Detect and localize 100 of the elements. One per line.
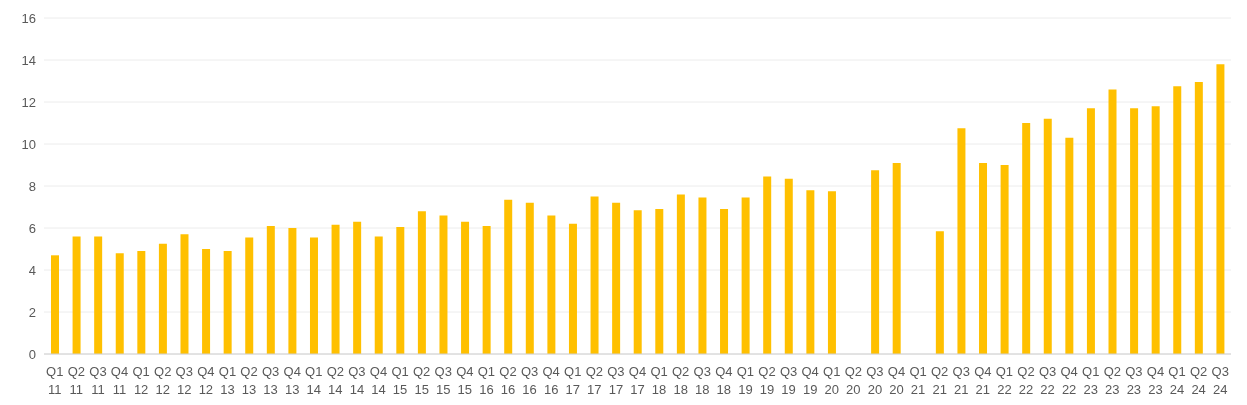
bar	[266, 225, 275, 354]
bar	[396, 226, 405, 354]
x-tick-label: Q1 18	[650, 364, 668, 397]
bar	[482, 225, 491, 354]
x-tick-label: Q2 21	[930, 364, 949, 397]
bar	[1022, 123, 1031, 354]
y-tick-label: 0	[28, 346, 36, 362]
bar	[979, 162, 988, 354]
x-tick-label: Q3 20	[866, 364, 884, 397]
y-tick-label: 8	[28, 178, 36, 194]
x-tick-label: Q1 15	[391, 364, 409, 397]
bar	[417, 211, 426, 354]
x-tick-label: Q3 22	[1038, 364, 1057, 397]
x-tick-label: Q1 20	[823, 364, 841, 397]
bar	[525, 202, 534, 354]
y-tick-label: 2	[28, 304, 36, 320]
x-tick-label: Q2 17	[585, 364, 604, 397]
bar	[202, 249, 211, 354]
bar	[806, 190, 815, 354]
bar	[1065, 137, 1074, 354]
bar	[288, 228, 297, 354]
bar	[374, 236, 383, 354]
x-tick-label: Q2 11	[67, 364, 86, 397]
bar	[698, 197, 707, 354]
bar	[1216, 64, 1225, 354]
x-tick-label: Q2 18	[671, 364, 690, 397]
x-tick-label: Q2 20	[844, 364, 862, 397]
x-tick-label: Q4 16	[542, 364, 560, 397]
bar	[1130, 108, 1139, 354]
bar	[957, 128, 966, 354]
x-tick-label: Q3 14	[348, 364, 366, 397]
bar	[51, 255, 59, 354]
x-tick-label: Q1 16	[477, 364, 496, 397]
bar	[309, 237, 318, 354]
x-tick-label: Q1 24	[1168, 364, 1186, 397]
x-tick-label: Q2 16	[499, 364, 517, 397]
y-tick-label: 14	[21, 52, 36, 68]
x-tick-label: Q1 14	[305, 364, 323, 397]
x-tick-label: Q4 11	[110, 364, 129, 397]
x-tick-label: Q2 22	[1017, 364, 1035, 397]
bar	[115, 253, 124, 354]
bar	[547, 215, 556, 354]
x-tick-label: Q3 18	[693, 364, 711, 397]
x-tick-label: Q3 23	[1125, 364, 1143, 397]
x-tick-label: Q1 19	[736, 364, 755, 397]
bar	[72, 236, 81, 354]
x-tick-label: Q2 13	[240, 364, 258, 397]
x-tick-label: Q4 18	[715, 364, 733, 397]
x-tick-label: Q3 24	[1211, 364, 1229, 397]
x-tick-label: Q2 19	[758, 364, 776, 397]
y-tick-label: 10	[21, 136, 36, 152]
bar	[1043, 118, 1052, 354]
bar	[763, 176, 772, 354]
x-tick-label: Q4 13	[283, 364, 301, 397]
bar	[1086, 108, 1095, 354]
x-tick-label: Q4 22	[1060, 364, 1078, 397]
bar	[245, 237, 254, 354]
x-tick-label: Q2 23	[1103, 364, 1121, 397]
bar	[94, 236, 103, 354]
x-tick-label: Q1 22	[995, 364, 1014, 397]
bar	[892, 162, 901, 354]
y-tick-label: 4	[28, 262, 36, 278]
bar	[439, 215, 448, 354]
y-tick-label: 12	[21, 94, 36, 110]
bar	[353, 221, 362, 354]
x-tick-label: Q2 14	[326, 364, 345, 397]
x-tick-label: Q2 15	[413, 364, 431, 397]
x-tick-label: Q4 20	[887, 364, 906, 397]
x-tick-label: Q4 23	[1146, 364, 1165, 397]
bar	[827, 191, 836, 354]
bar	[1173, 86, 1182, 354]
bar	[1194, 82, 1203, 354]
y-tick-label: 6	[28, 220, 36, 236]
bar	[612, 202, 621, 354]
x-tick-label: Q2 24	[1189, 364, 1208, 397]
bar	[461, 221, 470, 354]
x-tick-label: Q4 21	[974, 364, 992, 397]
bar	[741, 197, 750, 354]
x-tick-label: Q3 17	[607, 364, 625, 397]
bar	[1151, 106, 1160, 354]
x-tick-label: Q3 13	[261, 364, 280, 397]
bar	[1108, 89, 1117, 354]
x-tick-label: Q3 19	[779, 364, 798, 397]
x-tick-label: Q4 15	[456, 364, 474, 397]
bar	[158, 243, 167, 354]
x-tick-label: Q1 13	[218, 364, 237, 397]
y-tick-label: 16	[21, 10, 36, 26]
x-tick-label: Q4 14	[369, 364, 388, 397]
bar	[137, 251, 146, 354]
bar	[180, 234, 189, 354]
bar	[676, 194, 685, 354]
x-tick-label: Q1 21	[909, 364, 927, 397]
x-tick-label: Q1 12	[132, 364, 150, 397]
bar	[504, 199, 513, 354]
x-tick-label: Q3 16	[520, 364, 539, 397]
bar	[1000, 165, 1009, 354]
x-tick-label: Q2 12	[154, 364, 172, 397]
x-tick-label: Q4 19	[801, 364, 819, 397]
x-tick-label: Q4 17	[628, 364, 647, 397]
bar	[784, 178, 793, 354]
